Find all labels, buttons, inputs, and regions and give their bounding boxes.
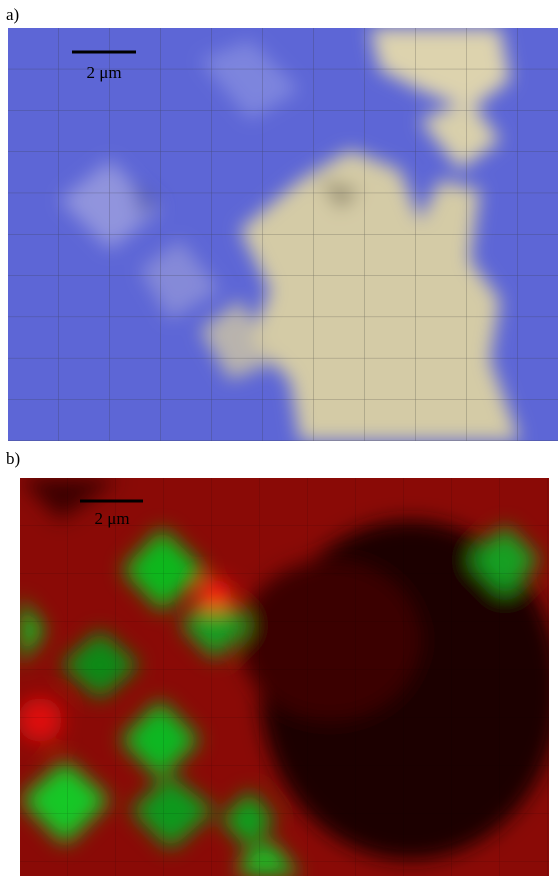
panel-label: b) (6, 449, 20, 468)
scale-bar-label: 2 μm (86, 63, 121, 82)
image-a (8, 28, 558, 441)
figure: a) 2 μm b) (0, 0, 560, 876)
image-b (18, 478, 560, 876)
panel-label: a) (6, 5, 19, 24)
scale-bar-label: 2 μm (94, 509, 129, 528)
